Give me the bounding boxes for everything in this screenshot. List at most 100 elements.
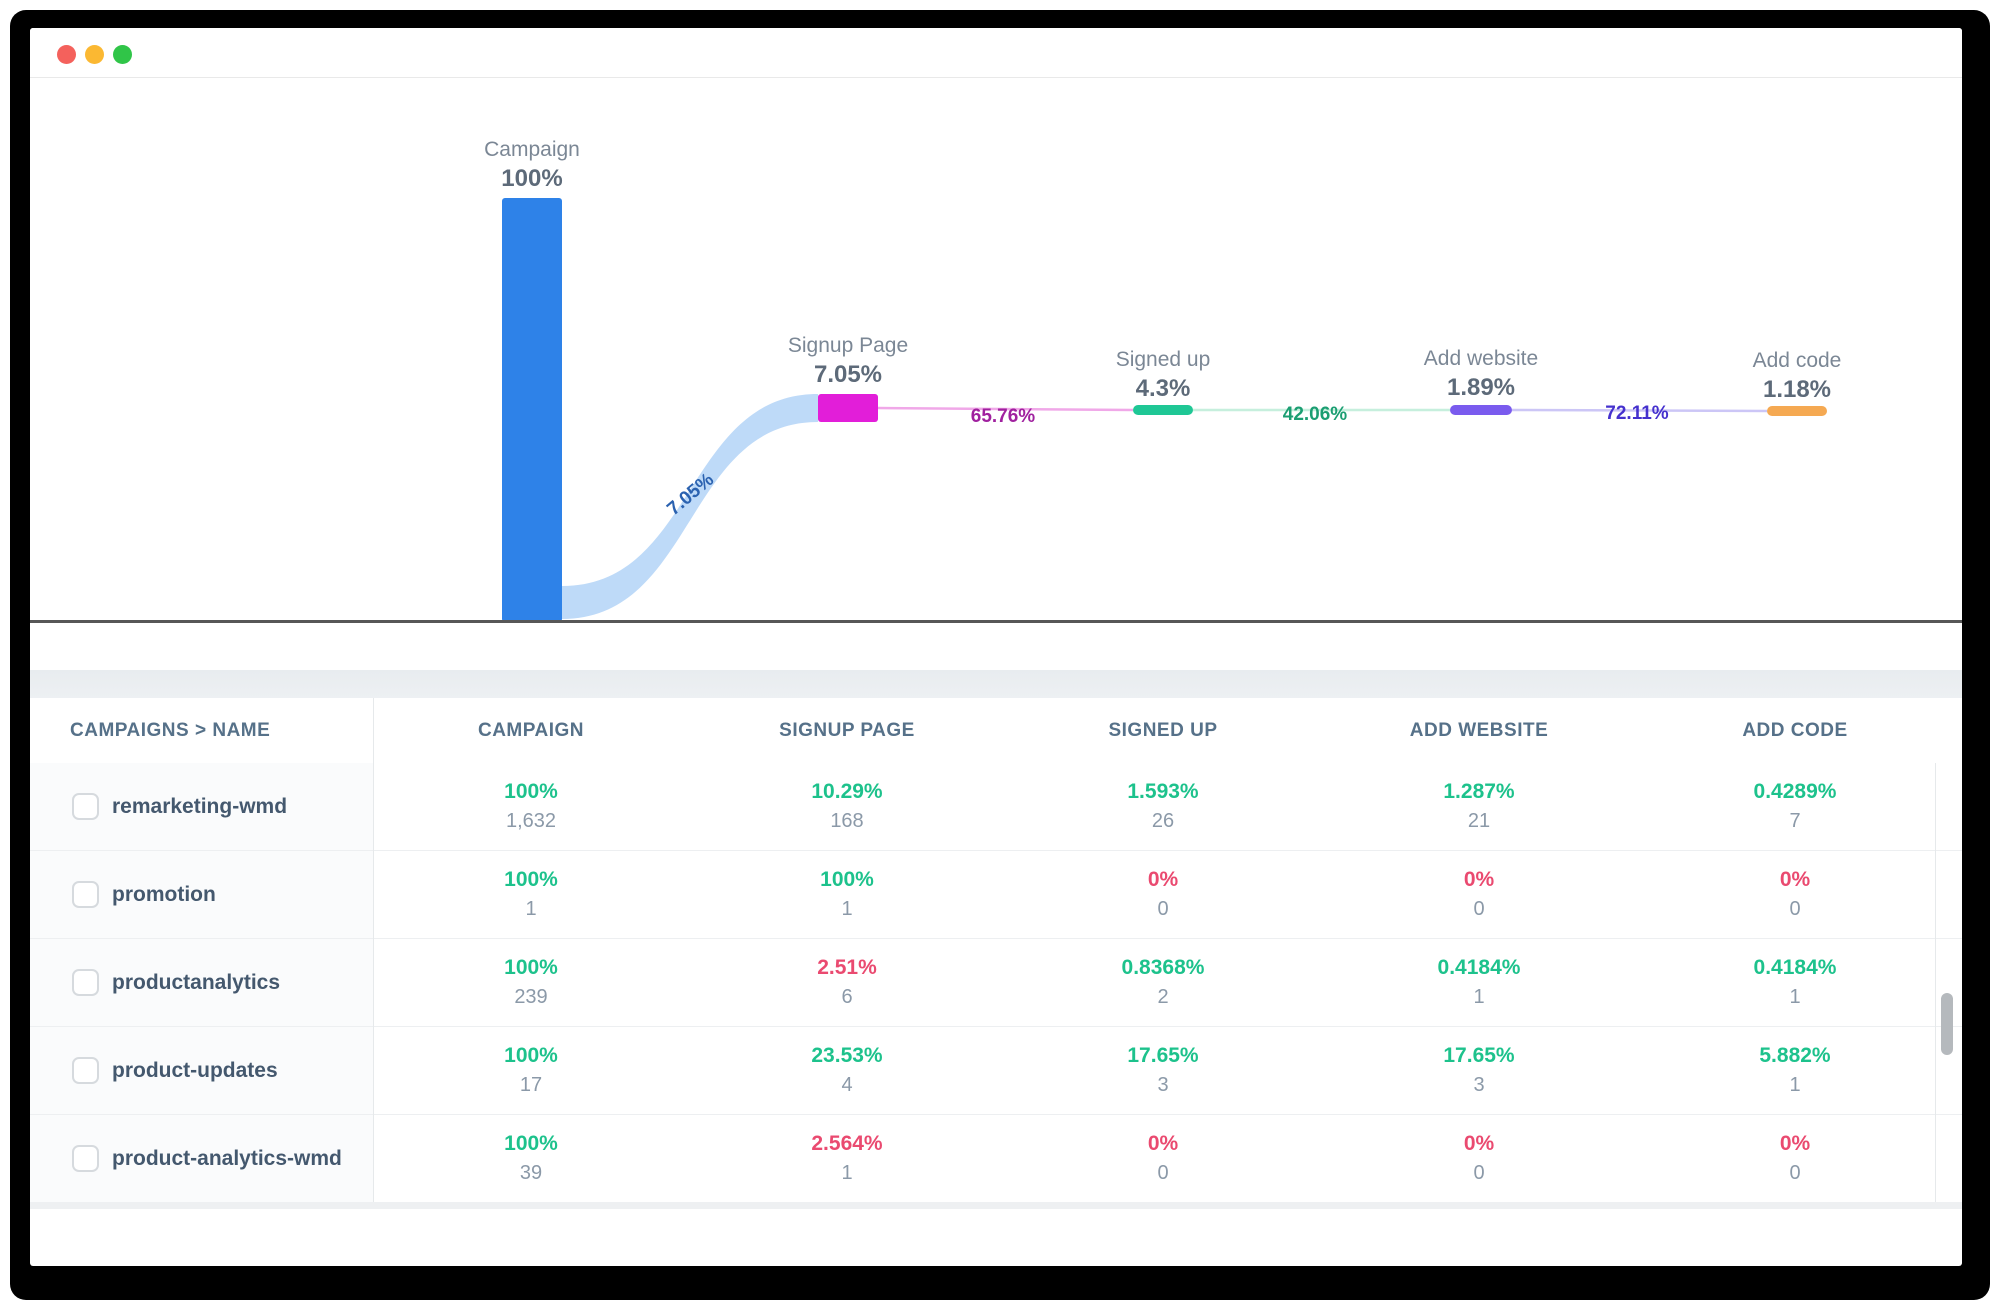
funnel-bar-add-website[interactable] (1450, 405, 1512, 415)
cell-add-website: 1.287% 21 (1321, 763, 1637, 850)
column-header-add-code[interactable]: ADD CODE (1742, 720, 1848, 741)
cell-count: 1,632 (505, 810, 557, 832)
cell-count: 0 (1789, 1162, 1801, 1184)
cell-signed-up: 0% 0 (1005, 1115, 1321, 1202)
cell-count: 17 (519, 1074, 543, 1096)
cell-count: 4 (841, 1074, 853, 1096)
cell-percent: 0% (1779, 1132, 1811, 1155)
row-checkbox[interactable] (72, 1057, 99, 1084)
funnel-connectors (562, 394, 1768, 619)
transition-label-addwebsite-addcode: 72.11% (1605, 403, 1669, 424)
transition-label-signup-signedup: 65.76% (970, 406, 1036, 427)
cell-count: 1 (525, 898, 537, 920)
cell-count: 239 (514, 986, 548, 1008)
cell-percent: 1.593% (1127, 780, 1199, 803)
table-top-band (30, 670, 1962, 698)
titlebar (30, 28, 1962, 78)
cell-count: 21 (1467, 810, 1491, 832)
table-row[interactable]: product-updates 100% 17 23.53% 4 17.65% … (30, 1027, 1962, 1115)
funnel-step-add-website: Add website 1.89% (1361, 347, 1601, 402)
cell-percent: 0.4289% (1753, 780, 1837, 803)
campaign-name: productanalytics (112, 971, 281, 994)
scrollbar-thumb[interactable] (1941, 993, 1953, 1055)
cell-campaign: 100% 1,632 (373, 763, 689, 850)
column-header-signup-page[interactable]: SIGNUP PAGE (779, 720, 915, 741)
cell-percent: 0% (1147, 868, 1179, 891)
cell-count: 7 (1789, 810, 1801, 832)
funnel-step-signed-up: Signed up 4.3% (1043, 348, 1283, 403)
table-body: remarketing-wmd 100% 1,632 10.29% 168 1.… (30, 763, 1962, 1203)
cell-signed-up: 0.8368% 2 (1005, 939, 1321, 1026)
cell-count: 0 (1157, 898, 1169, 920)
name-cell: product-analytics-wmd (30, 1115, 373, 1202)
row-checkbox[interactable] (72, 969, 99, 996)
minimize-window-button[interactable] (85, 45, 104, 64)
cell-count: 2 (1157, 986, 1169, 1008)
cell-percent: 0% (1779, 868, 1811, 891)
cell-count: 3 (1473, 1074, 1485, 1096)
cell-percent: 100% (504, 956, 558, 979)
name-cell: promotion (30, 851, 373, 938)
cell-signup-page: 2.51% 6 (689, 939, 1005, 1026)
step-label: Add website (1423, 347, 1539, 370)
cell-add-code: 0.4289% 7 (1637, 763, 1953, 850)
cell-percent: 0.8368% (1121, 956, 1205, 979)
step-value: 1.18% (1762, 376, 1832, 403)
cell-count: 3 (1157, 1074, 1169, 1096)
funnel-step-add-code: Add code 1.18% (1677, 349, 1917, 404)
cell-percent: 100% (504, 1044, 558, 1067)
campaign-name: product-updates (112, 1059, 278, 1082)
row-checkbox[interactable] (72, 793, 99, 820)
cell-campaign: 100% 17 (373, 1027, 689, 1114)
cell-percent: 23.53% (811, 1044, 883, 1067)
cell-add-code: 0.4184% 1 (1637, 939, 1953, 1026)
name-cell: productanalytics (30, 939, 373, 1026)
cell-count: 168 (830, 810, 864, 832)
cell-percent: 10.29% (811, 780, 883, 803)
cell-count: 0 (1157, 1162, 1169, 1184)
cell-count: 0 (1789, 898, 1801, 920)
cell-count: 26 (1151, 810, 1175, 832)
cell-count: 1 (1789, 986, 1801, 1008)
transition-label-campaign-signup: 7.05% (663, 469, 719, 520)
campaign-name: remarketing-wmd (112, 795, 288, 818)
row-checkbox[interactable] (72, 1145, 99, 1172)
funnel-bar-signed-up[interactable] (1133, 405, 1193, 415)
cell-add-website: 0.4184% 1 (1321, 939, 1637, 1026)
cell-percent: 0.4184% (1753, 956, 1837, 979)
row-checkbox[interactable] (72, 881, 99, 908)
cell-signed-up: 17.65% 3 (1005, 1027, 1321, 1114)
cell-signup-page: 100% 1 (689, 851, 1005, 938)
zoom-window-button[interactable] (113, 45, 132, 64)
column-header-signed-up[interactable]: SIGNED UP (1108, 720, 1218, 741)
funnel-step-campaign: Campaign 100% (412, 138, 652, 193)
close-window-button[interactable] (57, 45, 76, 64)
cell-percent: 1.287% (1443, 780, 1515, 803)
cell-signup-page: 2.564% 1 (689, 1115, 1005, 1202)
column-header-name[interactable]: CAMPAIGNS > NAME (70, 720, 271, 741)
funnel-bar-signup-page[interactable] (818, 394, 878, 422)
cell-campaign: 100% 239 (373, 939, 689, 1026)
campaign-name: product-analytics-wmd (112, 1147, 342, 1170)
table-bottom-band (30, 1202, 1962, 1209)
table-row[interactable]: product-analytics-wmd 100% 39 2.564% 1 0… (30, 1115, 1962, 1203)
name-cell: remarketing-wmd (30, 763, 373, 850)
cell-campaign: 100% 39 (373, 1115, 689, 1202)
step-value: 1.89% (1446, 374, 1516, 401)
cell-signup-page: 23.53% 4 (689, 1027, 1005, 1114)
column-header-add-website[interactable]: ADD WEBSITE (1409, 720, 1549, 741)
cell-count: 39 (519, 1162, 543, 1184)
cell-percent: 100% (504, 1132, 558, 1155)
column-header-campaign[interactable]: CAMPAIGN (477, 720, 585, 741)
step-label: Signup Page (787, 334, 909, 357)
cell-add-code: 0% 0 (1637, 851, 1953, 938)
funnel-bar-campaign[interactable] (502, 198, 562, 622)
table-row[interactable]: productanalytics 100% 239 2.51% 6 0.8368… (30, 939, 1962, 1027)
funnel-bar-add-code[interactable] (1767, 406, 1827, 416)
step-value: 7.05% (813, 361, 883, 388)
table-row[interactable]: promotion 100% 1 100% 1 0% 0 0% 0 0% 0 (30, 851, 1962, 939)
table-row[interactable]: remarketing-wmd 100% 1,632 10.29% 168 1.… (30, 763, 1962, 851)
cell-percent: 5.882% (1759, 1044, 1831, 1067)
cell-add-website: 0% 0 (1321, 1115, 1637, 1202)
campaign-name: promotion (112, 883, 216, 906)
